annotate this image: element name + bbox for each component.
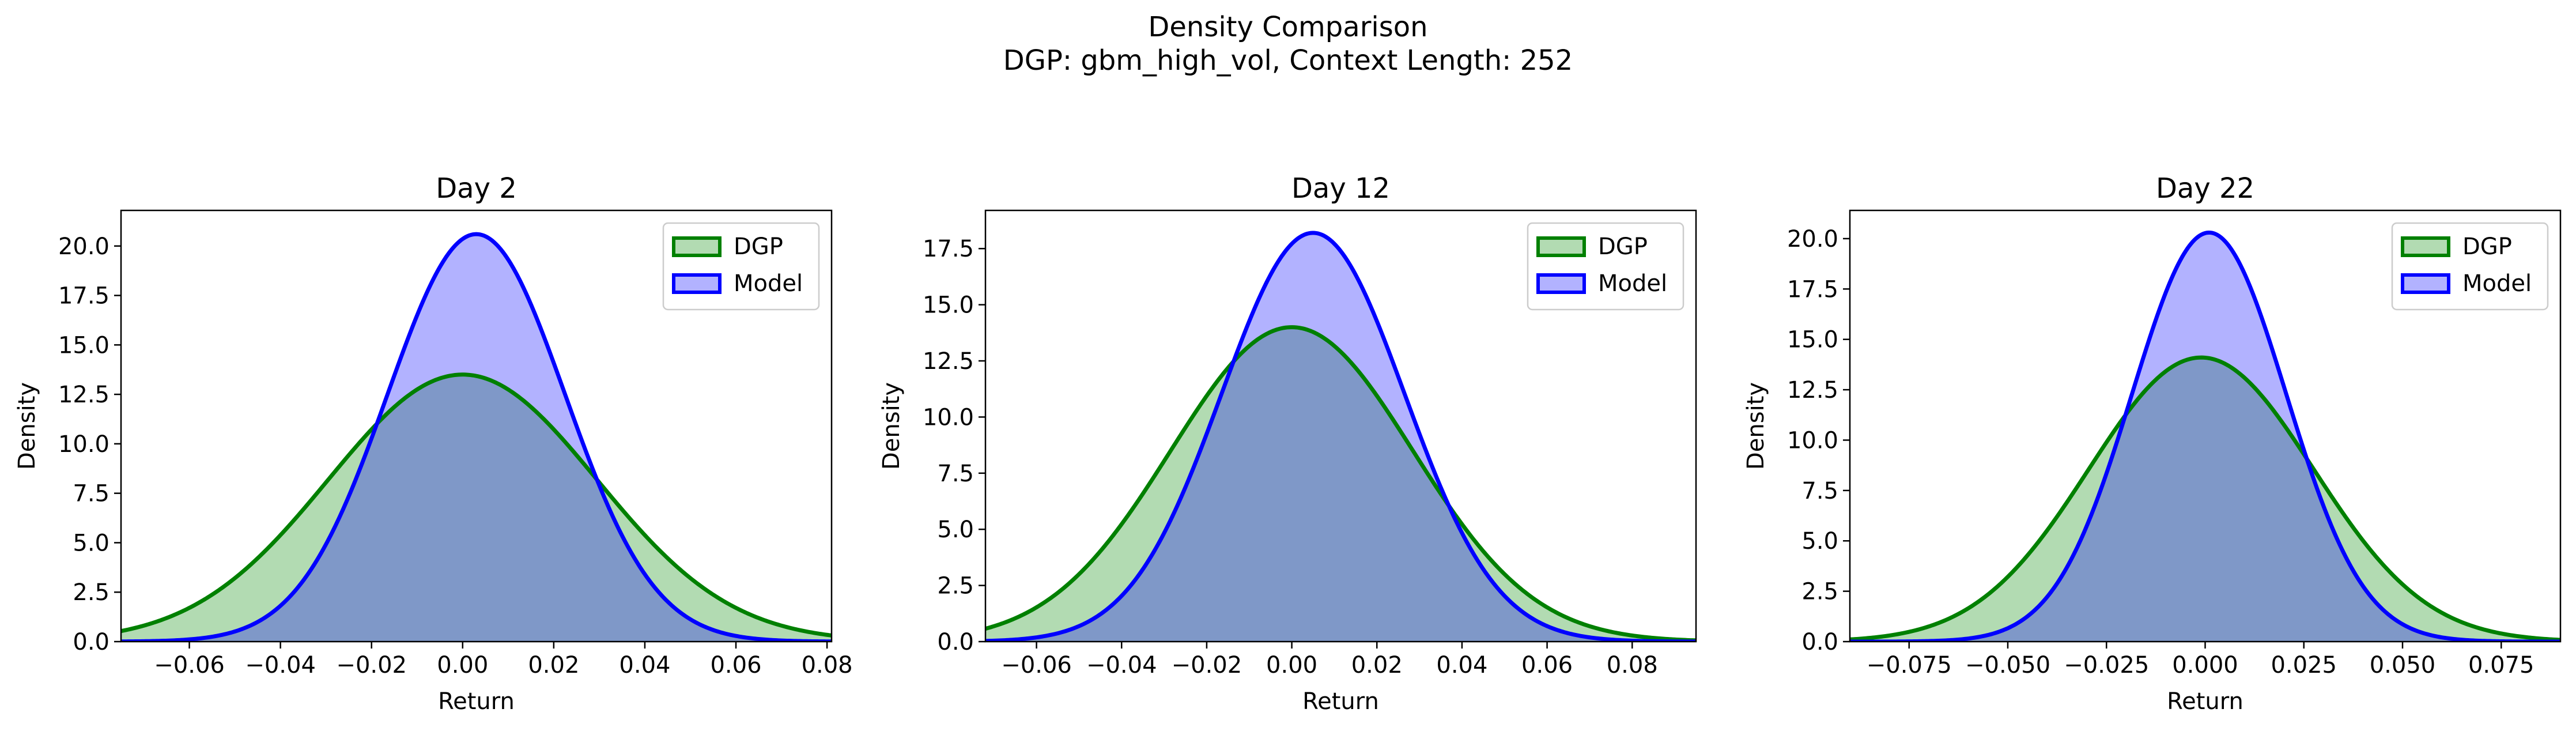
x-tick-label: −0.075 bbox=[1867, 652, 1952, 679]
x-tick-label: 0.02 bbox=[1351, 652, 1403, 679]
axes-frame bbox=[120, 209, 833, 643]
dgp-density-line bbox=[985, 325, 1696, 642]
y-axis-label: Density bbox=[1743, 382, 1769, 470]
overlap-fill-area bbox=[1850, 357, 2560, 642]
x-tick-label: 0.08 bbox=[1607, 652, 1658, 679]
y-tick-label: 17.5 bbox=[1787, 276, 1838, 303]
legend-label-model: Model bbox=[1598, 270, 1667, 297]
legend-label-dgp: DGP bbox=[1598, 233, 1648, 260]
overlap-fill-area bbox=[985, 327, 1696, 642]
legend-label-dgp: DGP bbox=[734, 233, 783, 260]
x-tick-label: 0.04 bbox=[1436, 652, 1487, 679]
legend-label-model: Model bbox=[734, 270, 803, 297]
x-tick-label: 0.025 bbox=[2271, 652, 2337, 679]
legend-swatch-dgp bbox=[1536, 236, 1586, 257]
y-tick-label: 0.0 bbox=[1801, 629, 1838, 655]
dgp-density-line bbox=[121, 372, 832, 638]
y-tick-label: 10.0 bbox=[58, 431, 109, 458]
subplot-day-12: −0.06 −0.04 −0.02 0.00 0.02 0.04 0.06 0.08 0.0 2.… bbox=[878, 172, 1697, 715]
y-tick-label: 5.0 bbox=[73, 530, 109, 556]
model-density-line bbox=[1850, 230, 2560, 642]
model-density-line bbox=[121, 232, 832, 642]
y-tick-label: 7.5 bbox=[73, 481, 109, 507]
x-tick-label: −0.06 bbox=[1001, 652, 1072, 679]
y-tick-label: 12.5 bbox=[1787, 377, 1838, 404]
legend: DGP Model bbox=[662, 222, 820, 311]
x-tick-label: 0.02 bbox=[528, 652, 579, 679]
plot-area bbox=[121, 232, 832, 642]
overlap-fill-area bbox=[121, 374, 832, 642]
x-tick-label: −0.04 bbox=[1086, 652, 1157, 679]
y-axis-label: Density bbox=[14, 382, 40, 470]
y-tick-label: 15.0 bbox=[923, 292, 974, 319]
y-tick-label: 0.0 bbox=[937, 629, 974, 655]
y-tick-label: 12.5 bbox=[58, 382, 109, 408]
plot-area bbox=[1850, 230, 2560, 642]
model-density-line bbox=[985, 231, 1696, 642]
x-tick-label: 0.06 bbox=[1521, 652, 1573, 679]
y-tick-label: 17.5 bbox=[58, 283, 109, 310]
x-tick-label: 0.04 bbox=[619, 652, 670, 679]
x-tick-label: 0.000 bbox=[2172, 652, 2238, 679]
subplot-day-2: −0.06 −0.04 −0.02 0.00 0.02 0.04 0.06 0.08 0.0 2.… bbox=[14, 172, 853, 715]
y-tick-label: 7.5 bbox=[937, 461, 974, 487]
x-tick-label: −0.02 bbox=[336, 652, 407, 679]
legend: DGP Model bbox=[2391, 222, 2549, 311]
x-tick-label: 0.08 bbox=[802, 652, 853, 679]
legend-swatch-dgp bbox=[2401, 236, 2450, 257]
figure-suptitle: Density Comparison DGP: gbm_high_vol, Co… bbox=[0, 10, 2576, 77]
y-tick-label: 2.5 bbox=[1801, 579, 1838, 605]
x-axis-label: Return bbox=[2167, 688, 2243, 715]
dgp-density-line bbox=[1850, 355, 2560, 642]
y-tick-label: 5.0 bbox=[1801, 528, 1838, 555]
y-tick-label: 20.0 bbox=[1787, 226, 1838, 252]
x-tick-label: −0.02 bbox=[1172, 652, 1242, 679]
x-axis-label: Return bbox=[1302, 688, 1379, 715]
y-tick-label: 2.5 bbox=[73, 579, 109, 606]
x-tick-label: 0.00 bbox=[437, 652, 488, 679]
y-tick-label: 5.0 bbox=[937, 517, 974, 543]
legend-label-model: Model bbox=[2462, 270, 2532, 297]
y-axis-label: Density bbox=[878, 382, 905, 470]
axes-frame bbox=[984, 209, 1697, 643]
x-tick-label: 0.075 bbox=[2468, 652, 2535, 679]
y-tick-label: 0.0 bbox=[73, 629, 109, 655]
x-tick-label: −0.050 bbox=[1965, 652, 2050, 679]
suptitle-line-1: Density Comparison bbox=[1148, 11, 1428, 43]
y-tick-label: 17.5 bbox=[923, 236, 974, 262]
x-tick-label: 0.06 bbox=[710, 652, 761, 679]
legend-swatch-model bbox=[1536, 273, 1586, 294]
y-tick-label: 2.5 bbox=[937, 573, 974, 600]
subplot-day-22: −0.075 −0.050 −0.025 0.000 0.025 0.050 0.075 0.… bbox=[1743, 172, 2562, 715]
legend-swatch-dgp bbox=[672, 236, 722, 257]
x-tick-label: −0.025 bbox=[2064, 652, 2149, 679]
x-tick-label: 0.050 bbox=[2370, 652, 2436, 679]
legend: DGP Model bbox=[1527, 222, 1684, 311]
y-tick-label: 10.0 bbox=[1787, 427, 1838, 454]
legend-swatch-model bbox=[2401, 273, 2450, 294]
legend-label-dgp: DGP bbox=[2462, 233, 2512, 260]
subplot-title: Day 2 bbox=[436, 172, 517, 205]
subplot-title: Day 22 bbox=[2156, 172, 2254, 205]
y-tick-label: 15.0 bbox=[1787, 327, 1838, 353]
x-tick-label: −0.04 bbox=[245, 652, 316, 679]
subplot-title: Day 12 bbox=[1291, 172, 1390, 205]
suptitle-line-2: DGP: gbm_high_vol, Context Length: 252 bbox=[1003, 44, 1573, 77]
y-tick-label: 10.0 bbox=[923, 404, 974, 431]
x-tick-label: 0.00 bbox=[1266, 652, 1317, 679]
y-tick-label: 15.0 bbox=[58, 332, 109, 359]
y-tick-label: 12.5 bbox=[923, 348, 974, 375]
legend-swatch-model bbox=[672, 273, 722, 294]
y-tick-label: 7.5 bbox=[1801, 478, 1838, 504]
x-tick-label: −0.06 bbox=[154, 652, 225, 679]
x-axis-label: Return bbox=[438, 688, 515, 715]
y-tick-label: 20.0 bbox=[58, 233, 109, 260]
plot-area bbox=[985, 231, 1696, 642]
